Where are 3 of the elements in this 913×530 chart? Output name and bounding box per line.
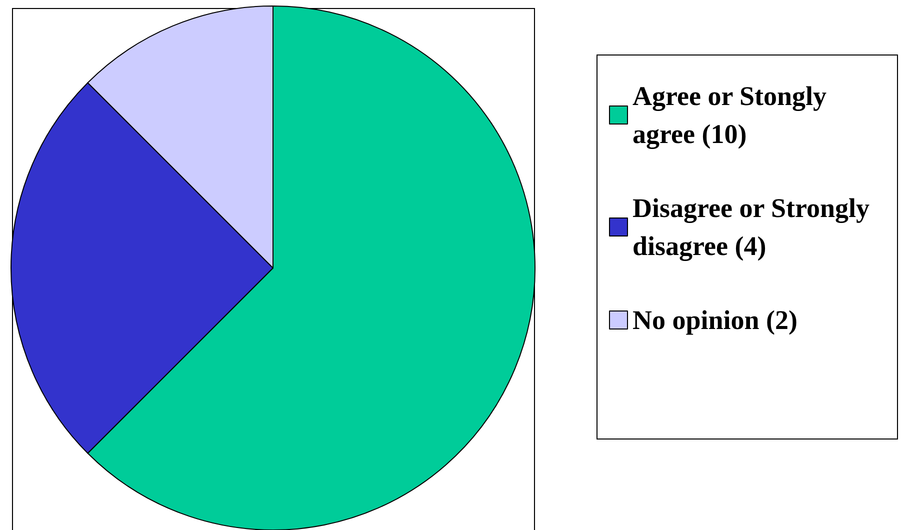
- legend-label: Agree or Stongly agree (10): [632, 81, 834, 149]
- legend-label: No opinion (2): [632, 305, 798, 335]
- legend-label: Disagree or Strongly disagree (4): [632, 193, 876, 261]
